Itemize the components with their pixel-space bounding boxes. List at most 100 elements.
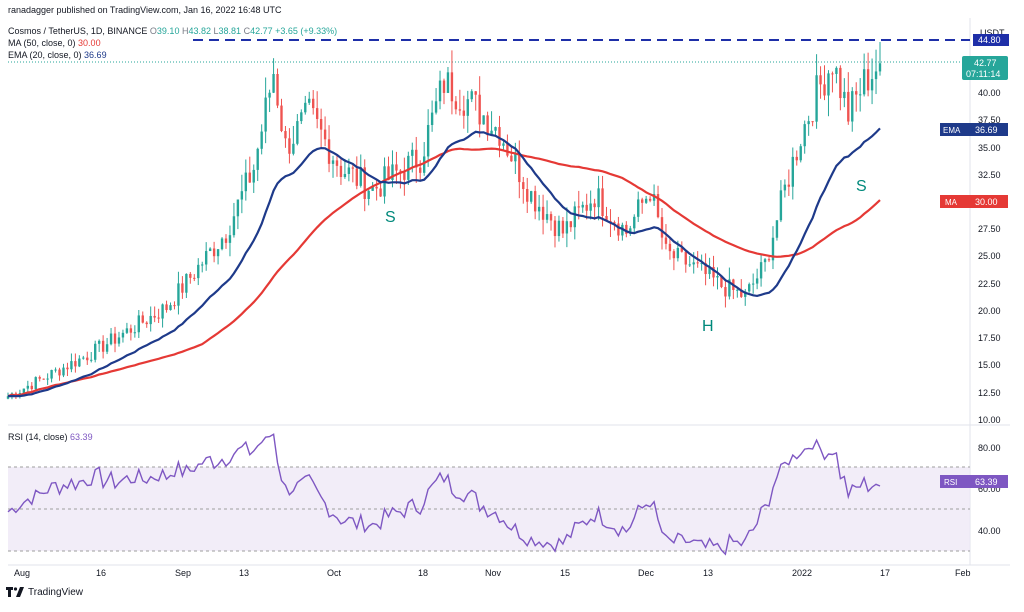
candle-body — [565, 221, 569, 234]
candle-body — [656, 194, 660, 218]
candle-body — [530, 191, 533, 202]
candle-body — [518, 153, 521, 183]
candle-body — [506, 143, 509, 156]
price-tick: 35.00 — [978, 143, 1001, 153]
ema-value-tag — [964, 123, 1008, 136]
candle-body — [304, 102, 307, 113]
ma-legend-value: 30.00 — [78, 38, 101, 48]
ma-tag-label: MA — [945, 198, 958, 207]
candle-body — [407, 155, 410, 180]
candle-body — [637, 199, 640, 217]
candle-body — [50, 369, 53, 379]
candle-body — [644, 198, 648, 203]
candle-body — [629, 228, 632, 234]
candle-body — [335, 160, 339, 166]
candle-body — [759, 262, 763, 279]
candle-body — [704, 263, 707, 275]
price-tick: 25.00 — [978, 251, 1001, 261]
candle-body — [680, 247, 684, 252]
candle-body — [201, 264, 204, 266]
candle-body — [22, 388, 26, 394]
candle-body — [712, 266, 715, 278]
candle-body — [490, 130, 493, 136]
footer-brand[interactable]: TradingView — [6, 586, 83, 598]
time-tick: 2022 — [792, 568, 812, 578]
candle-body — [351, 167, 355, 169]
rsi-tick: 40.00 — [978, 526, 1001, 536]
candle-body — [125, 328, 129, 333]
left-shoulder-label: S — [385, 209, 396, 226]
candle-body — [755, 278, 759, 284]
candle-body — [284, 131, 287, 139]
candle-body — [847, 91, 850, 122]
rsi-line — [7, 433, 881, 556]
rsi-legend[interactable]: RSI (14, close) 63.39 — [8, 432, 93, 442]
price-tick: 15.00 — [978, 360, 1001, 370]
candle-body — [767, 259, 771, 261]
candle-body — [232, 216, 236, 236]
ma-legend[interactable]: MA (50, close, 0) 30.00 — [8, 38, 101, 49]
ema-legend[interactable]: EMA (20, close, 0) 36.69 — [8, 50, 107, 61]
candle-body — [375, 186, 378, 189]
candle-body — [815, 75, 818, 122]
candle-body — [779, 190, 783, 221]
candle-body — [561, 220, 565, 234]
candle-body — [46, 378, 49, 380]
symbol-name[interactable]: Cosmos / TetherUS, 1D, BINANCE — [8, 26, 148, 36]
candle-body — [58, 369, 61, 376]
candle-body — [597, 188, 600, 208]
candle-body — [878, 63, 882, 72]
candle-body — [240, 191, 244, 200]
symbol-legend[interactable]: Cosmos / TetherUS, 1D, BINANCE O39.10 H4… — [8, 26, 337, 37]
rsi-legend-value: 63.39 — [70, 432, 93, 442]
candle-body — [300, 112, 303, 122]
candle-body — [379, 188, 382, 197]
candle-body — [640, 199, 644, 203]
candle-body — [157, 317, 160, 319]
candle-body — [141, 315, 144, 323]
candle-body — [613, 222, 616, 224]
candle-body — [748, 284, 751, 292]
ma-value: 30.00 — [975, 197, 998, 207]
candle-body — [855, 91, 858, 95]
candle-body — [819, 75, 822, 85]
candle-body — [605, 216, 608, 221]
ma-tag — [940, 195, 964, 208]
candle-body — [323, 129, 327, 140]
candle-body — [62, 367, 65, 376]
time-tick: Sep — [175, 568, 191, 578]
time-tick: 13 — [239, 568, 249, 578]
candle-body — [866, 69, 870, 91]
candle-body — [454, 101, 458, 110]
candle-body — [109, 333, 113, 345]
candle-body — [276, 74, 279, 106]
candle-body — [434, 101, 438, 113]
candle-body — [795, 156, 798, 161]
candle-body — [664, 237, 668, 244]
candle-body — [280, 105, 283, 132]
candle-body — [403, 171, 406, 180]
footer-brand-name: TradingView — [28, 586, 84, 598]
candle-body — [775, 220, 779, 238]
candle-body — [787, 184, 791, 187]
candle-body — [260, 131, 263, 149]
candle-body — [248, 172, 251, 183]
candle-body — [165, 304, 168, 311]
candle-body — [601, 188, 604, 217]
ma-value-tag — [964, 195, 1008, 208]
candle-body — [94, 343, 97, 360]
candle-body — [38, 377, 41, 379]
candle-body — [716, 276, 719, 278]
candle-body — [6, 396, 10, 399]
currency-label: USDT — [980, 28, 1005, 38]
candle-body — [264, 97, 267, 132]
candle-body — [652, 194, 656, 201]
candle-body — [700, 263, 703, 265]
candle-body — [474, 91, 477, 95]
time-tick: 17 — [880, 568, 890, 578]
rsi-tag-label: RSI — [944, 478, 957, 487]
candle-body — [97, 340, 101, 344]
candle-body — [522, 182, 525, 190]
candle-body — [692, 262, 695, 265]
candle-body — [617, 223, 620, 236]
